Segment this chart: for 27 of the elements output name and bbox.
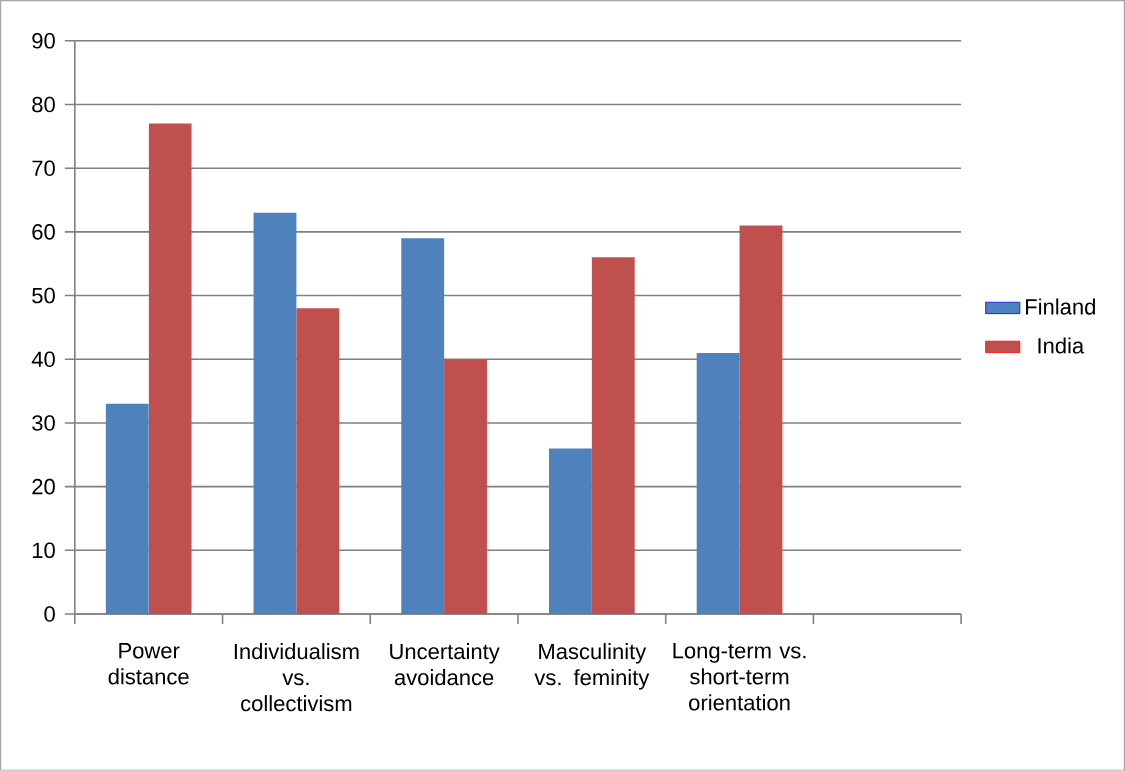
y-tick-label: 60 <box>32 224 55 240</box>
y-tick-label: 40 <box>31 351 55 368</box>
y-tick-label: 70 <box>32 160 55 177</box>
bar <box>591 257 635 615</box>
y-tick-label: 20 <box>32 478 55 495</box>
y-tick-label: 0 <box>44 606 55 622</box>
bar <box>148 123 192 615</box>
bar <box>696 352 740 615</box>
bar <box>105 403 149 615</box>
bar <box>296 308 340 615</box>
y-tick-label: 80 <box>32 96 55 113</box>
bar <box>739 225 783 615</box>
x-tick-label: Long-term vs. short-term orientation <box>673 643 806 711</box>
bar <box>253 212 297 615</box>
x-tick-label: Individualism vs. collectivism <box>234 643 359 712</box>
x-tick-label: Masculinity vs. feminity <box>534 643 650 690</box>
bar <box>549 448 592 615</box>
y-tick-label: 30 <box>32 415 55 431</box>
bar <box>401 238 445 615</box>
y-tick-label: 50 <box>32 287 55 304</box>
legend-label: India <box>1038 337 1085 354</box>
bar <box>444 359 487 615</box>
y-tick-label: 10 <box>32 542 55 559</box>
x-tick-label: Uncertainty avoidance <box>390 643 500 686</box>
x-tick-label: Power distance <box>108 643 189 685</box>
legend-label: Finland <box>1026 298 1095 315</box>
y-tick-label: 90 <box>32 33 55 49</box>
